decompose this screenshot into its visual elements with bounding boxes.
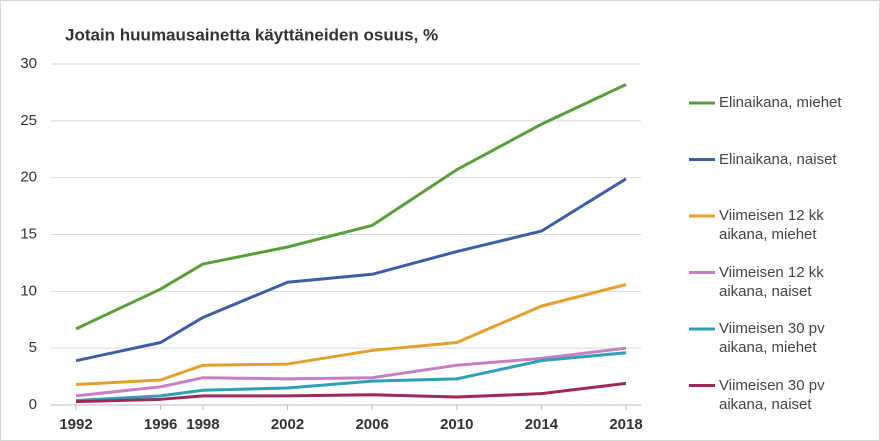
series-line [75, 381, 627, 404]
x-tick-label: 2018 [609, 416, 642, 433]
x-tick-label: 2010 [440, 416, 473, 433]
series-line [75, 346, 627, 398]
x-tick-label: 1996 [144, 416, 177, 433]
y-tick-label: 10 [20, 282, 37, 299]
legend-label: Elinaikana, miehet [719, 94, 842, 111]
legend-label: Viimeisen 30 pv aikana, miehet [719, 320, 825, 356]
chart-title: Jotain huumausainetta käyttäneiden osuus… [65, 25, 438, 44]
y-tick-label: 20 [20, 169, 37, 186]
x-tick-label: 2002 [271, 416, 304, 433]
x-tick-label: 2014 [525, 416, 559, 433]
x-tick-label: 2006 [355, 416, 388, 433]
y-tick-label: 0 [29, 396, 37, 413]
legend-label: Viimeisen 30 pv aikana, naiset [719, 376, 825, 413]
y-tick-label: 30 [20, 55, 37, 72]
legend-label: Viimeisen 12 kk aikana, naiset [719, 263, 824, 300]
y-tick-label: 15 [20, 225, 37, 242]
series-line [75, 177, 627, 363]
series-line [75, 351, 627, 402]
x-tick-label: 1998 [186, 416, 219, 433]
series-line [75, 283, 627, 387]
series-line [75, 83, 627, 331]
x-tick-label: 1992 [59, 416, 92, 433]
legend-label: Elinaikana, naiset [719, 150, 837, 168]
legend-label: Viimeisen 12 kk aikana, miehet [719, 207, 824, 243]
y-tick-label: 25 [20, 112, 37, 129]
y-tick-label: 5 [29, 339, 37, 356]
